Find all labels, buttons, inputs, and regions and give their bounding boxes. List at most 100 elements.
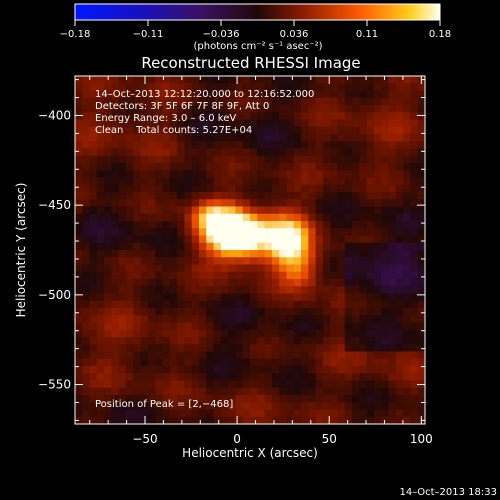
- heatmap-cell: [177, 286, 185, 294]
- heatmap-cell: [373, 329, 382, 338]
- heatmap-cell: [271, 271, 280, 280]
- heatmap-cell: [118, 264, 127, 273]
- heatmap-cell: [373, 235, 382, 244]
- heatmap-cell: [293, 264, 302, 273]
- heatmap-cell: [315, 206, 324, 215]
- heatmap-cell: [410, 308, 419, 316]
- heatmap-cell: [366, 177, 375, 186]
- heatmap-cell: [286, 250, 295, 258]
- heatmap-cell: [366, 199, 375, 207]
- heatmap-cell: [133, 163, 142, 171]
- heatmap-cell: [308, 308, 317, 316]
- heatmap-cell: [126, 199, 134, 207]
- heatmap-cell: [75, 351, 83, 360]
- heatmap-cell: [250, 148, 258, 157]
- heatmap-cell: [315, 279, 324, 287]
- heatmap-cell: [126, 206, 134, 215]
- heatmap-cell: [344, 199, 353, 207]
- heatmap-cell: [352, 134, 360, 142]
- heatmap-cell: [191, 315, 200, 323]
- heatmap-cell: [118, 250, 127, 258]
- heatmap-cell: [322, 264, 331, 273]
- heatmap-cell: [344, 358, 353, 367]
- heatmap-cell: [111, 221, 120, 229]
- info-annotations: 14–Oct–2013 12:12:20.000 to 12:16:52.000…: [95, 89, 314, 136]
- heatmap-cell: [286, 134, 295, 142]
- heatmap-cell: [359, 134, 368, 142]
- heatmap-cell: [373, 322, 382, 331]
- heatmap-cell: [96, 134, 105, 142]
- heatmap-cell: [322, 141, 331, 149]
- heatmap-cell: [395, 213, 404, 222]
- heatmap-cell: [344, 119, 353, 128]
- heatmap-cell: [286, 402, 295, 410]
- heatmap-cell: [381, 83, 389, 91]
- heatmap-cell: [147, 228, 156, 236]
- heatmap-cell: [286, 264, 295, 273]
- heatmap-cell: [315, 315, 324, 323]
- heatmap-cell: [395, 141, 404, 149]
- heatmap-cell: [330, 416, 338, 425]
- heatmap-cell: [155, 76, 163, 84]
- heatmap-cell: [330, 206, 338, 215]
- heatmap-cell: [147, 163, 156, 171]
- heatmap-cell: [75, 300, 83, 309]
- heatmap-cell: [250, 264, 258, 273]
- heatmap-cell: [140, 416, 149, 425]
- heatmap-cell: [352, 257, 360, 265]
- heatmap-cell: [359, 112, 368, 120]
- heatmap-cell: [308, 134, 317, 142]
- heatmap-cell: [242, 337, 251, 345]
- heatmap-cell: [89, 387, 98, 396]
- heatmap-cell: [366, 90, 375, 99]
- heatmap-cell: [366, 264, 375, 273]
- heatmap-cell: [111, 184, 120, 193]
- heatmap-cell: [133, 242, 142, 251]
- heatmap-cell: [140, 126, 149, 135]
- heatmap-cell: [271, 264, 280, 273]
- heatmap-cell: [293, 257, 302, 265]
- heatmap-cell: [322, 250, 331, 258]
- heatmap-cell: [344, 351, 353, 360]
- heatmap-cell: [271, 206, 280, 215]
- heatmap-cell: [330, 184, 338, 193]
- heatmap-cell: [264, 380, 273, 389]
- heatmap-cell: [162, 358, 171, 367]
- heatmap-cell: [177, 199, 185, 207]
- heatmap-cell: [308, 177, 317, 186]
- colorbar-units-label: (photons cm⁻² s⁻¹ asec⁻²): [193, 41, 322, 52]
- heatmap-cell: [381, 76, 389, 84]
- heatmap-cell: [140, 366, 149, 374]
- heatmap-cell: [184, 322, 193, 331]
- heatmap-cell: [206, 322, 214, 331]
- heatmap-cell: [315, 148, 324, 157]
- heatmap-cell: [337, 271, 346, 280]
- heatmap-cell: [177, 134, 185, 142]
- heatmap-cell: [410, 83, 419, 91]
- heatmap-cell: [206, 279, 214, 287]
- heatmap-cell: [104, 126, 112, 135]
- heatmap-cell: [301, 221, 309, 229]
- heatmap-cell: [184, 76, 193, 84]
- heatmap-cell: [191, 395, 200, 403]
- heatmap-cell: [359, 402, 368, 410]
- heatmap-cell: [162, 76, 171, 84]
- heatmap-cell: [264, 199, 273, 207]
- heatmap-cell: [242, 315, 251, 323]
- heatmap-cell: [417, 141, 426, 149]
- heatmap-cell: [322, 83, 331, 91]
- heatmap-cell: [403, 402, 411, 410]
- heatmap-cell: [111, 134, 120, 142]
- heatmap-cell: [279, 300, 287, 309]
- heatmap-cell: [417, 293, 426, 302]
- heatmap-cell: [169, 308, 178, 316]
- heatmap-cell: [75, 134, 83, 142]
- heatmap-cell: [133, 300, 142, 309]
- heatmap-cell: [147, 380, 156, 389]
- heatmap-cell: [286, 105, 295, 113]
- heatmap-cell: [220, 97, 229, 106]
- heatmap-cell: [293, 416, 302, 425]
- heatmap-cell: [177, 351, 185, 360]
- heatmap-cell: [118, 105, 127, 113]
- heatmap-cell: [293, 206, 302, 215]
